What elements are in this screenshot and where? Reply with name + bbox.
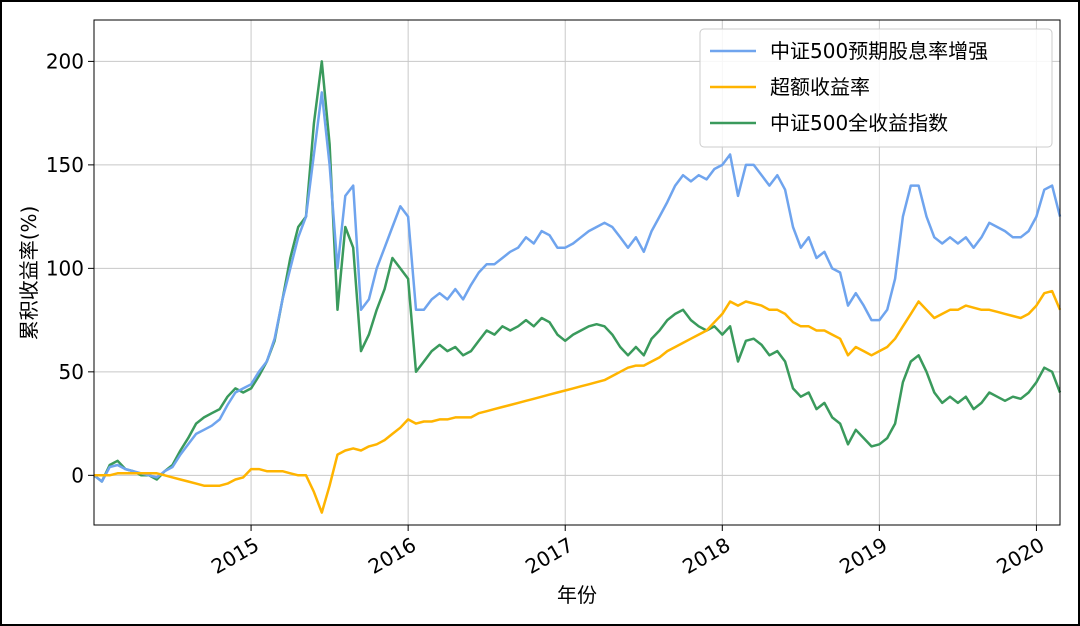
plot-border xyxy=(93,19,1061,526)
y-tick-label: 0 xyxy=(71,463,84,487)
y-tick-label: 100 xyxy=(46,256,84,280)
legend-label: 中证500预期股息率增强 xyxy=(770,39,988,63)
legend-box xyxy=(699,28,1053,148)
y-tick-label: 50 xyxy=(59,360,84,384)
legend-label: 中证500全收益指数 xyxy=(770,111,948,135)
series-line xyxy=(93,91,1062,483)
y-tick-label: 200 xyxy=(46,49,84,73)
series-line xyxy=(93,60,1062,483)
series-line xyxy=(94,289,1062,514)
y-tick-label: 150 xyxy=(46,153,84,177)
x-axis-label: 年份 xyxy=(557,583,597,607)
y-axis-label: 累积收益率(%) xyxy=(17,206,41,341)
legend-label: 超额收益率 xyxy=(770,75,870,99)
